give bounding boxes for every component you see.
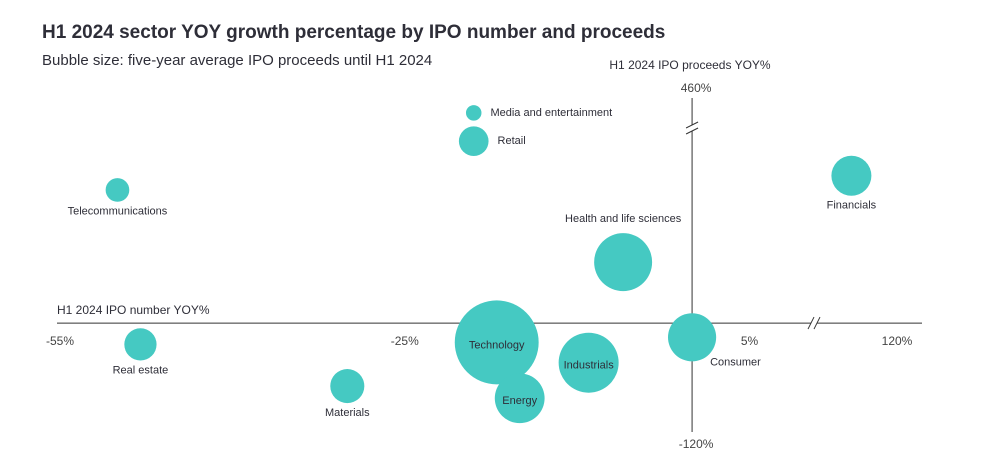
axis-break: [807, 316, 815, 330]
bubble: [124, 328, 157, 361]
bubble-label: Energy: [502, 395, 537, 407]
bubble: [558, 332, 619, 393]
bubble-label: Financials: [827, 200, 877, 212]
chart-title: H1 2024 sector YOY growth percentage by …: [42, 22, 665, 43]
bubble-label: Retail: [498, 135, 526, 147]
x-tick-label: 120%: [882, 334, 913, 348]
chart-subtitle: Bubble size: five-year average IPO proce…: [42, 52, 432, 69]
bubble: [465, 105, 482, 121]
bubble-label: Health and life sciences: [565, 213, 682, 225]
axis-break: [685, 121, 699, 129]
x-tick-label: -55%: [46, 334, 74, 348]
bubble: [105, 178, 130, 202]
y-tick-label: 460%: [681, 81, 712, 95]
bubble: [831, 155, 872, 196]
bubble: [458, 126, 489, 157]
bubble-label: Industrials: [564, 360, 615, 372]
axis-break: [685, 127, 699, 135]
bubble-label: Telecommunications: [68, 206, 168, 218]
bubble-label: Technology: [469, 339, 525, 351]
x-tick-label: -25%: [391, 334, 419, 348]
bubble: [667, 313, 717, 362]
bubble-label: Consumer: [710, 356, 761, 368]
axis-break-gap: [689, 125, 696, 131]
bubble-label: Real estate: [113, 364, 169, 376]
bubble-label: Media and entertainment: [490, 107, 612, 119]
y-tick-label: -120%: [679, 437, 714, 451]
y-axis-title: H1 2024 IPO proceeds YOY%: [609, 58, 771, 72]
bubble: [494, 373, 545, 424]
x-tick-label: 5%: [741, 334, 759, 348]
bubble: [330, 369, 365, 404]
bubble-label: Materials: [325, 407, 370, 419]
x-axis-title: H1 2024 IPO number YOY%: [57, 303, 210, 317]
axis-break: [813, 316, 821, 330]
axis-break-gap: [811, 320, 817, 327]
bubble: [594, 233, 653, 292]
bubble: [454, 300, 539, 385]
